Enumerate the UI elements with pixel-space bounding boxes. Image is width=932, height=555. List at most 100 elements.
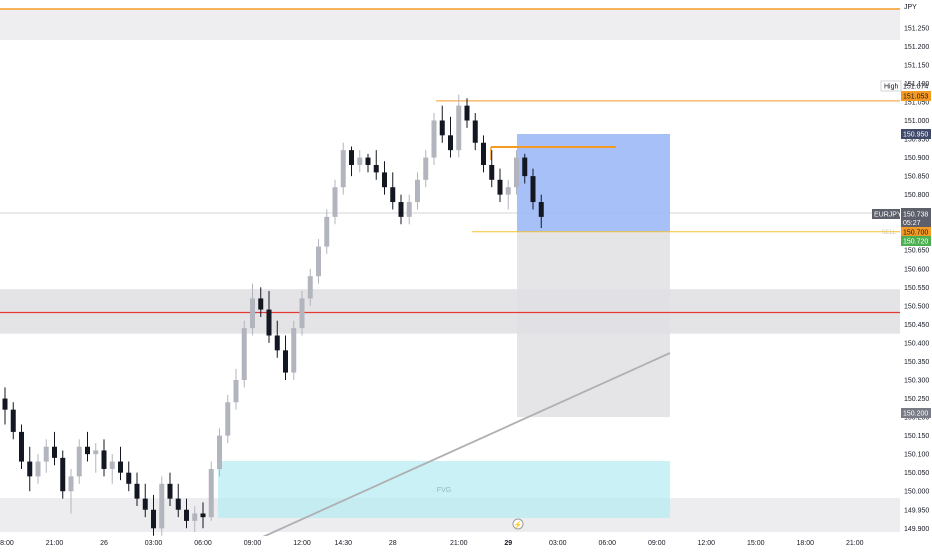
candle-31: [258, 287, 264, 317]
candle-body: [10, 409, 16, 432]
candle-65: [538, 194, 544, 228]
candle-26: [217, 428, 222, 477]
candle-body: [373, 164, 379, 173]
price-tick: 151.100: [904, 81, 929, 88]
time-axis: 18:00 21:00 26 03:00 06:00 09:00 12:00 14:30 28 2…: [0, 518, 900, 550]
target-price-tag-bg: [901, 91, 931, 101]
candle-body: [241, 328, 247, 380]
candle-body: [52, 446, 57, 458]
candle-0: [2, 387, 8, 425]
candle-body: [464, 105, 470, 121]
time-tick: 06:00: [598, 540, 616, 547]
candle-32: [266, 291, 272, 343]
candle-45: [373, 150, 379, 180]
candle-body: [324, 216, 330, 247]
time-tick: 12:00: [697, 540, 715, 547]
candles: [2, 94, 544, 536]
candle-63: [522, 153, 528, 184]
candle-18: [151, 494, 156, 536]
price-tick: 150.500: [904, 303, 929, 310]
candle-body: [456, 105, 462, 151]
candle-body: [439, 120, 445, 136]
candle-body: [390, 187, 396, 203]
candle-body: [175, 498, 181, 510]
candle-20: [167, 472, 173, 507]
price-tags: High 151.074 151.053 150.950 EURJPY 150.73805…: [872, 80, 931, 418]
candle-body: [406, 202, 412, 217]
candle-body: [85, 446, 90, 455]
candle-8: [68, 468, 74, 514]
candle-body: [481, 142, 486, 165]
lightning-icon: [512, 518, 524, 530]
time-tick: 09:00: [244, 540, 262, 547]
time-tick: 26: [100, 540, 108, 547]
loss-zone: [517, 231, 670, 418]
candle-55: [456, 94, 462, 158]
candle-body: [489, 164, 495, 180]
candle-body: [423, 157, 429, 180]
candle-body: [431, 120, 437, 158]
candle-38: [316, 239, 321, 284]
candle-body: [208, 468, 214, 518]
buy-price-tag: 150.720: [903, 239, 928, 246]
candle-body: [60, 457, 66, 492]
band-top: [0, 10, 900, 40]
time-tick: 18:00: [0, 540, 14, 547]
candle-body: [68, 476, 74, 492]
price-tick: 150.800: [904, 192, 929, 199]
target-price-tag: 151.053: [903, 94, 928, 101]
price-tick: 150.200: [904, 415, 929, 422]
candle-body: [93, 450, 99, 455]
time-axis-bg: [0, 536, 900, 550]
candle-9: [76, 439, 82, 484]
time-tick: 18:00: [796, 540, 814, 547]
candle-body: [349, 150, 354, 165]
stop-price-tag: 150.950: [903, 132, 928, 139]
price-tick: 151.200: [904, 44, 929, 51]
candle-body: [274, 335, 280, 351]
candle-6: [52, 431, 57, 466]
fvg-label: FVG: [437, 487, 451, 494]
candle-body: [167, 483, 173, 499]
fvg-zone: [218, 461, 670, 518]
candle-23: [192, 506, 198, 532]
candle-body: [522, 157, 528, 177]
candle-46: [382, 161, 387, 195]
candle-50: [415, 172, 420, 210]
candle-35: [291, 320, 297, 380]
candle-15: [126, 461, 132, 492]
candle-33: [274, 320, 280, 358]
time-tick: 14:30: [334, 540, 352, 547]
candle-14: [118, 446, 123, 481]
candle-17: [142, 483, 148, 518]
price-tick: 150.250: [904, 396, 929, 403]
candle-body: [291, 328, 297, 373]
time-tick: 03:00: [145, 540, 163, 547]
candle-body: [266, 309, 272, 336]
time-tick: 21:00: [450, 540, 468, 547]
price-axis: JPY151.250151.200151.150151.100151.05015…: [900, 0, 932, 550]
price-tick: 149.950: [904, 507, 929, 514]
time-tick: 12:00: [293, 540, 311, 547]
stop-price-tag-bg: [901, 129, 931, 139]
price-tick: 151.150: [904, 62, 929, 69]
candle-body: [101, 450, 107, 469]
candle-60: [497, 168, 503, 203]
price-tick: 150.650: [904, 248, 929, 255]
symbol-tag-bg: [872, 209, 900, 219]
candle-4: [35, 454, 41, 484]
candle-body: [142, 498, 148, 510]
candle-5: [43, 439, 49, 473]
current-price-bg: [901, 208, 931, 228]
candle-body: [76, 446, 82, 477]
candle-61: [505, 179, 511, 210]
profit-zone: [517, 134, 670, 232]
candle-body: [514, 157, 519, 188]
candle-body: [448, 135, 453, 151]
candle-body: [283, 350, 288, 373]
high-label: High: [884, 84, 899, 91]
candle-body: [217, 435, 222, 469]
candle-body: [134, 483, 140, 499]
